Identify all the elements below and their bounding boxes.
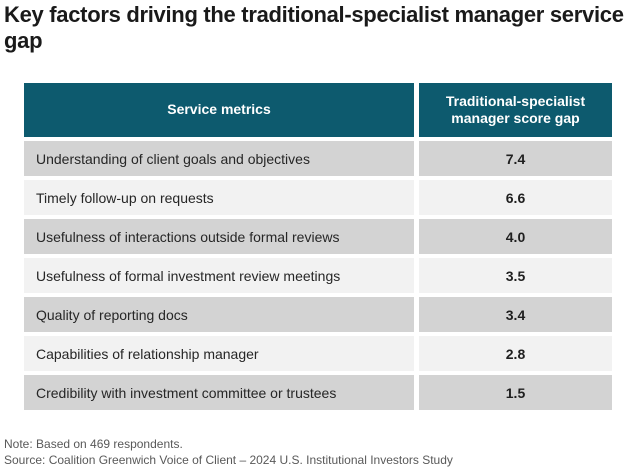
metric-label: Understanding of client goals and object… (24, 141, 414, 176)
source-text: Source: Coalition Greenwich Voice of Cli… (4, 452, 453, 467)
metric-label: Credibility with investment committee or… (24, 375, 414, 410)
metric-value: 4.0 (419, 219, 612, 254)
table-row: Timely follow-up on requests 6.6 (24, 180, 612, 215)
metric-value: 7.4 (419, 141, 612, 176)
note-text: Note: Based on 469 respondents. (4, 437, 183, 451)
metric-value: 2.8 (419, 336, 612, 371)
column-header-service-metrics: Service metrics (24, 83, 414, 137)
table-row: Credibility with investment committee or… (24, 375, 612, 410)
metric-value: 6.6 (419, 180, 612, 215)
metric-value: 3.5 (419, 258, 612, 293)
chart-title: Key factors driving the traditional-spec… (4, 2, 624, 54)
table-row: Capabilities of relationship manager 2.8 (24, 336, 612, 371)
table-row: Usefulness of formal investment review m… (24, 258, 612, 293)
service-gap-table: Service metrics Traditional-specialist m… (24, 83, 612, 410)
table-header-row: Service metrics Traditional-specialist m… (24, 83, 612, 137)
metric-value: 3.4 (419, 297, 612, 332)
table-row: Usefulness of interactions outside forma… (24, 219, 612, 254)
metric-label: Capabilities of relationship manager (24, 336, 414, 371)
metric-label: Timely follow-up on requests (24, 180, 414, 215)
table-row: Understanding of client goals and object… (24, 141, 612, 176)
metric-label: Quality of reporting docs (24, 297, 414, 332)
footnotes: Note: Based on 469 respondents. Source: … (4, 437, 453, 468)
table-row: Quality of reporting docs 3.4 (24, 297, 612, 332)
metric-label: Usefulness of formal investment review m… (24, 258, 414, 293)
metric-value: 1.5 (419, 375, 612, 410)
metric-label: Usefulness of interactions outside forma… (24, 219, 414, 254)
column-header-score-gap: Traditional-specialist manager score gap (419, 83, 612, 137)
